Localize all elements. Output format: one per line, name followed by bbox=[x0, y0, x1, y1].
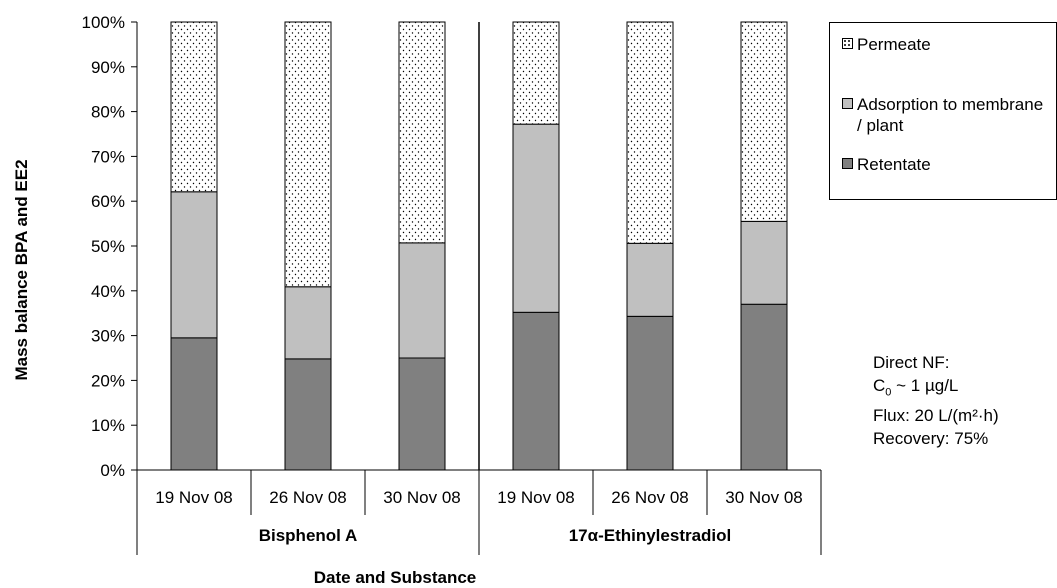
bar-segment-retentate bbox=[170, 337, 218, 471]
y-tick-label: 70% bbox=[91, 147, 125, 166]
group-label: 17α-Ethinylestradiol bbox=[569, 526, 732, 545]
y-tick-label: 60% bbox=[91, 192, 125, 211]
y-tick-label: 50% bbox=[91, 237, 125, 256]
y-tick-label: 90% bbox=[91, 58, 125, 77]
group-label: Bisphenol A bbox=[259, 526, 358, 545]
bar-segment-retentate bbox=[398, 357, 446, 471]
annotation-line: C0 ~ 1 µg/L bbox=[873, 376, 959, 399]
adsorption-swatch-icon bbox=[842, 98, 853, 109]
bar-segment-adsorption-to-membrane-plant bbox=[626, 242, 674, 317]
y-tick-label: 80% bbox=[91, 103, 125, 122]
bar-segment-adsorption-to-membrane-plant bbox=[512, 123, 560, 313]
stacked-bar-chart: 0% 10% 20% 30% 40% 50% 60% 70% 80% 90% 100% 19 Nov … bbox=[82, 13, 822, 555]
legend-label: Retentate bbox=[857, 155, 931, 174]
x-tick-label: 26 Nov 08 bbox=[269, 488, 347, 507]
retentate-swatch-icon bbox=[842, 158, 853, 169]
bar-segment-retentate bbox=[740, 303, 788, 471]
bar-segment-adsorption-to-membrane-plant bbox=[740, 220, 788, 305]
bar-segment-retentate bbox=[512, 311, 560, 471]
annotation-line: Recovery: 75% bbox=[873, 429, 989, 449]
x-axis-title: Date and Substance bbox=[313, 568, 477, 587]
y-tick-label: 30% bbox=[91, 327, 125, 346]
legend-item-adsorption: Adsorption to membrane / plant bbox=[842, 94, 1047, 136]
y-tick-label: 100% bbox=[82, 13, 125, 32]
x-tick-label: 30 Nov 08 bbox=[725, 488, 803, 507]
legend-item-permeate: Permeate bbox=[842, 34, 931, 55]
bar-segment-retentate bbox=[284, 358, 332, 471]
legend-label: Permeate bbox=[857, 35, 931, 54]
x-tick-label: 19 Nov 08 bbox=[155, 488, 233, 507]
x-tick-label: 30 Nov 08 bbox=[383, 488, 461, 507]
bar-segment-adsorption-to-membrane-plant bbox=[170, 191, 218, 339]
bar-segment-permeate bbox=[626, 21, 674, 244]
bar-segment-retentate bbox=[626, 315, 674, 471]
legend-item-retentate: Retentate bbox=[842, 154, 931, 175]
legend: Permeate Adsorption to membrane / plant … bbox=[829, 22, 1057, 200]
y-axis-title: Mass balance BPA and EE2 bbox=[12, 159, 31, 381]
bar-segment-permeate bbox=[740, 21, 788, 222]
y-tick-label: 10% bbox=[91, 416, 125, 435]
y-tick-label: 40% bbox=[91, 282, 125, 301]
bar-segment-adsorption-to-membrane-plant bbox=[284, 286, 332, 360]
bar-segment-permeate bbox=[398, 21, 446, 244]
annotation-line: Flux: 20 L/(m²·h) bbox=[873, 406, 999, 426]
bar-segment-permeate bbox=[512, 21, 560, 125]
x-tick-label: 19 Nov 08 bbox=[497, 488, 575, 507]
annotation-line: Direct NF: bbox=[873, 353, 950, 372]
x-tick-label: 26 Nov 08 bbox=[611, 488, 689, 507]
bar-segment-adsorption-to-membrane-plant bbox=[398, 242, 446, 359]
bar-segment-permeate bbox=[170, 21, 218, 193]
legend-label: Adsorption to membrane / plant bbox=[857, 95, 1044, 135]
y-tick-label: 0% bbox=[100, 461, 125, 480]
permeate-swatch-icon bbox=[842, 38, 853, 49]
y-tick-label: 20% bbox=[91, 371, 125, 390]
bar-segment-permeate bbox=[284, 21, 332, 288]
conditions-annotation: Direct NF: C0 ~ 1 µg/L Flux: 20 L/(m²·h)… bbox=[873, 351, 999, 450]
